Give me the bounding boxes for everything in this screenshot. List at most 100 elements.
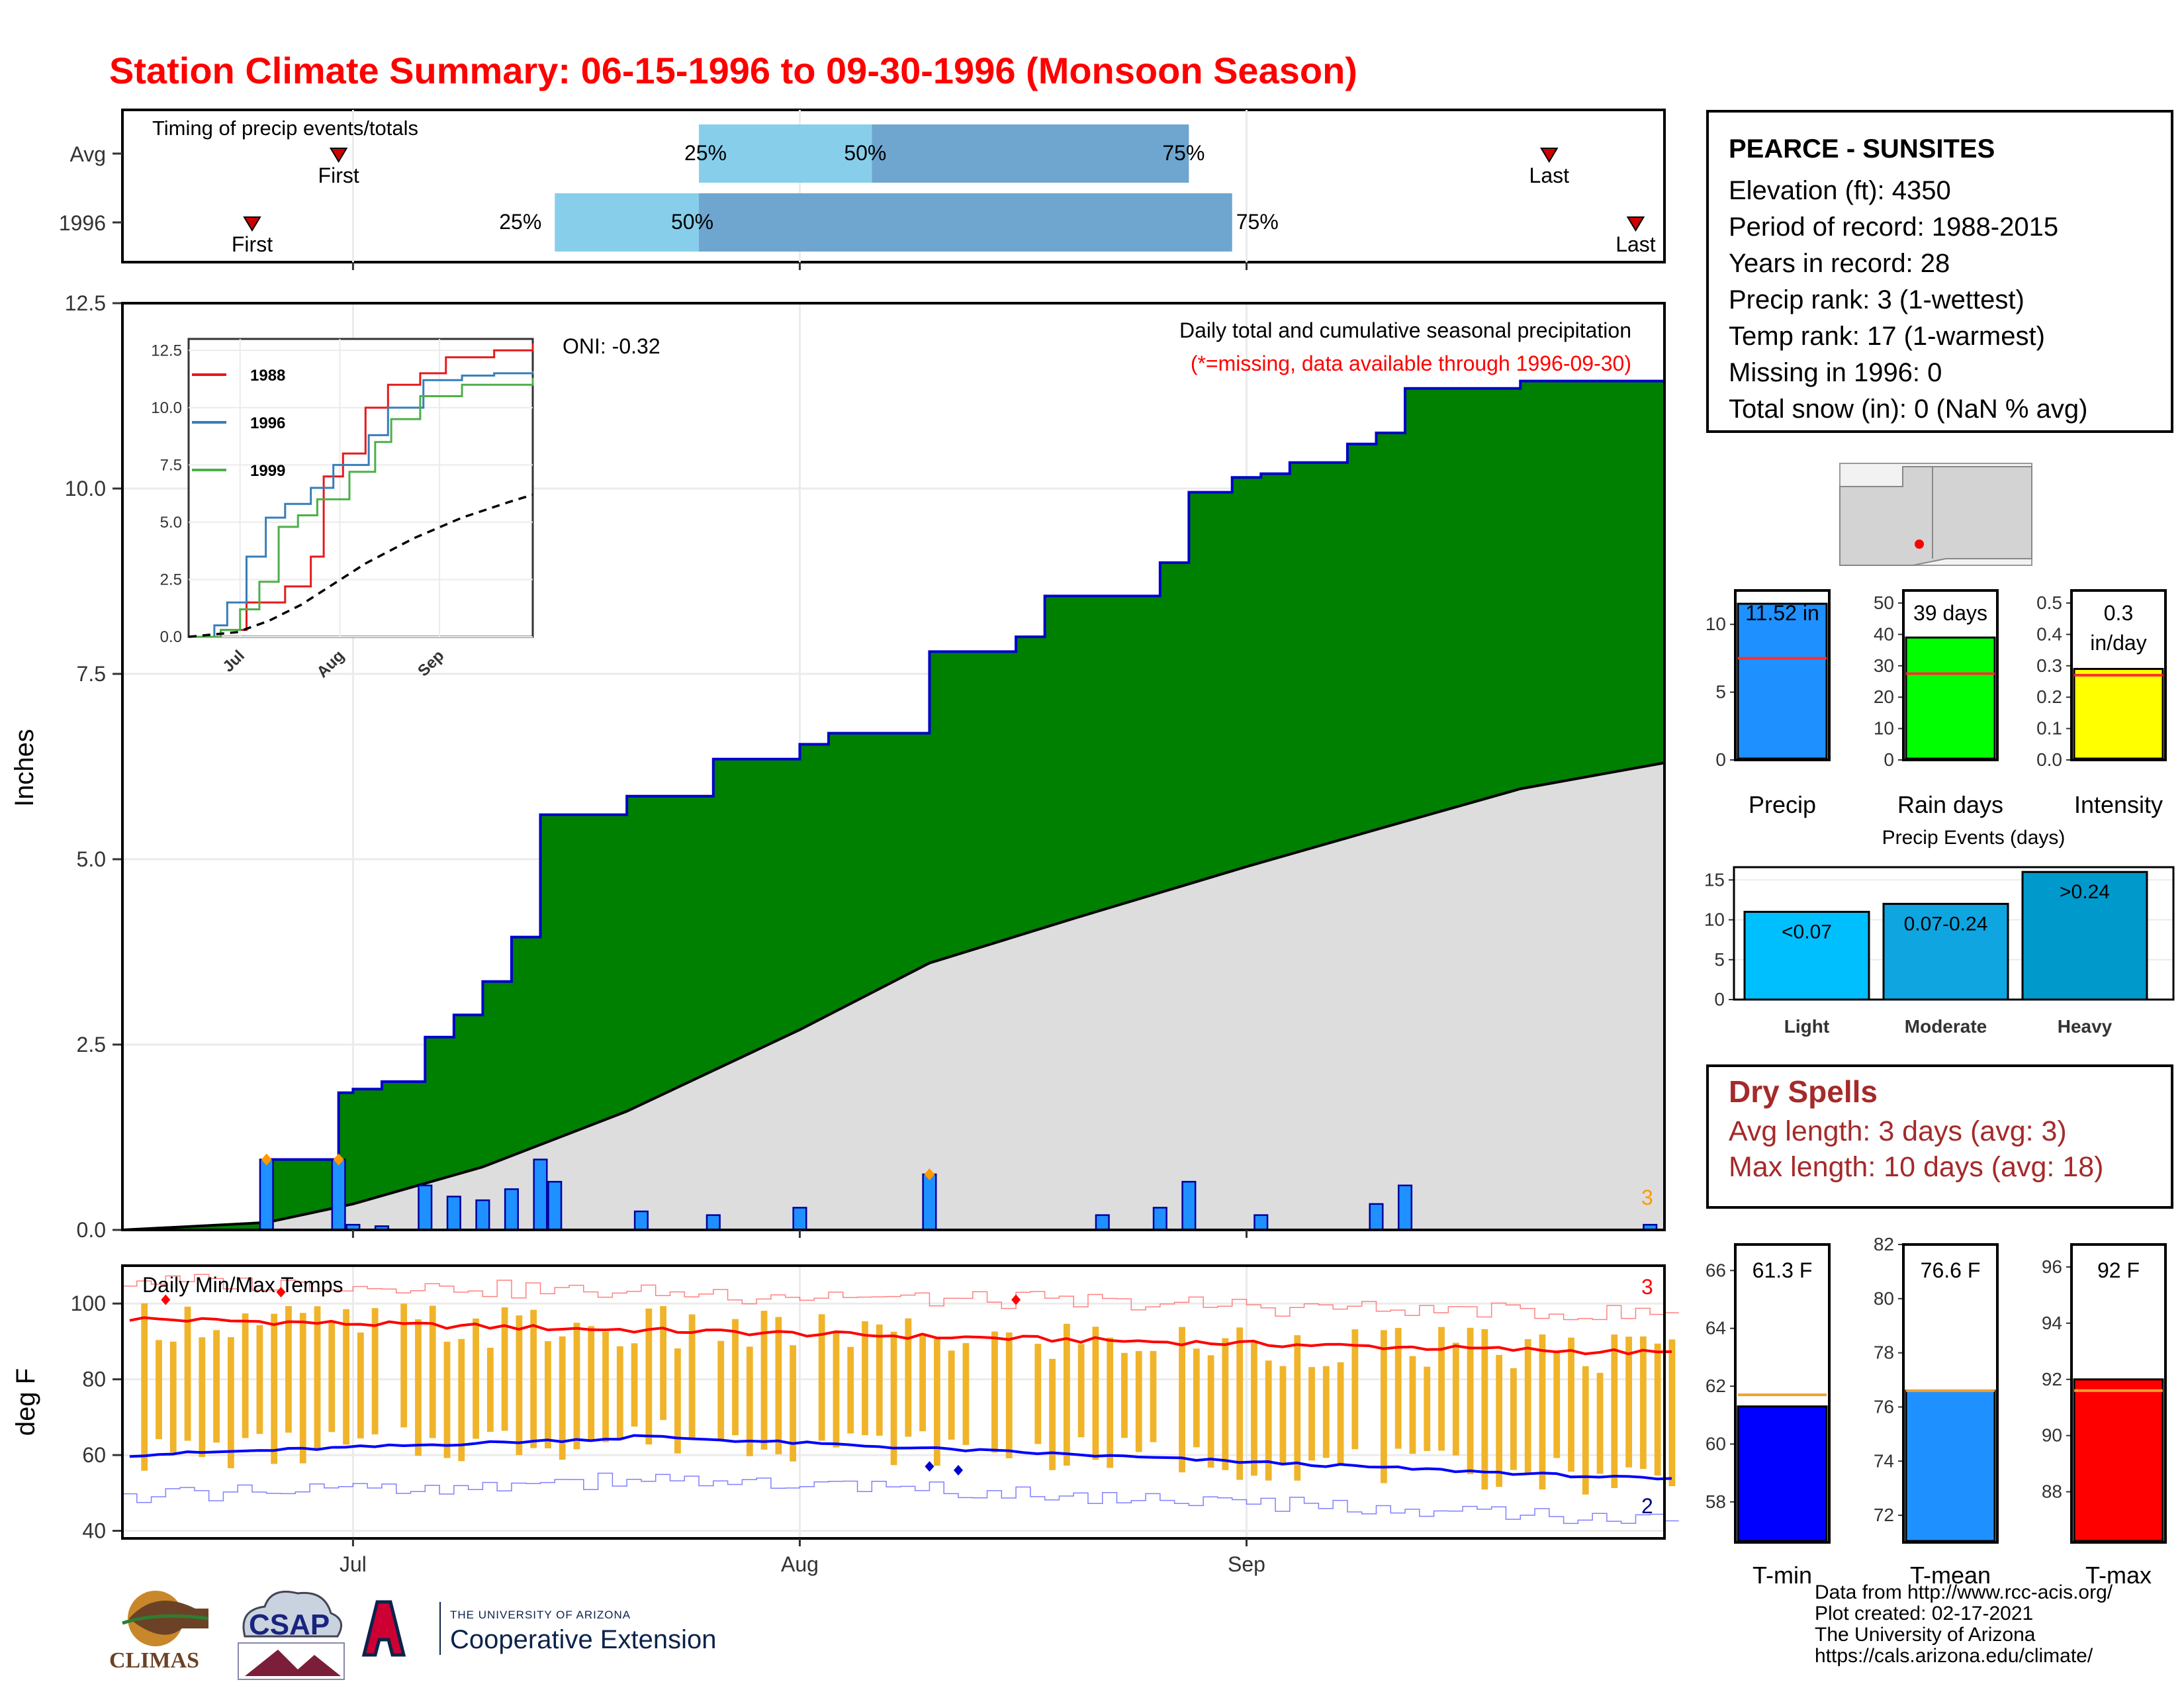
record-high-marker [276,1287,286,1298]
daily-temp-bar [242,1313,249,1438]
precip-total-tick-label: 10 [1706,614,1726,634]
temp-y-axis-label: deg F [11,1368,40,1436]
events-bar [1743,910,1870,1001]
tmax-tick-label: 88 [2042,1481,2062,1502]
daily-temp-bar [1452,1342,1459,1456]
precip-y-tick-label: 0.0 [77,1218,106,1242]
intensity-axis-label: Intensity [2074,791,2163,818]
events-tick-label: 0 [1714,989,1725,1009]
csap-text: CSAP [249,1609,330,1641]
precip-y-tick-label: 5.0 [77,847,106,871]
record-low-marker [925,1461,934,1472]
daily-temp-bar [1049,1358,1056,1470]
daily-temp-bar [271,1313,278,1464]
daily-temp-bar [1438,1327,1445,1451]
tmean-tick-label: 82 [1874,1234,1894,1254]
tmax-tick-label: 96 [2042,1256,2062,1277]
inset-y-tick-label: 7.5 [160,456,182,474]
station-line: Years in record: 28 [1729,249,1950,278]
x-tick-label: Aug [781,1552,819,1576]
inset-series-line [189,377,534,638]
daily-temp-bar [501,1307,508,1431]
temp-panel-title: Daily Min/Max Temps [142,1273,343,1297]
last-label: Last [1615,232,1656,256]
daily-temp-bar [1279,1366,1287,1465]
precip-y-tick-label: 2.5 [77,1033,106,1056]
events-bar [1882,902,2009,1001]
station-line: Elevation (ft): 4350 [1729,176,1951,205]
inset-legend-label: 1999 [250,462,285,480]
temp-y-tick-label: 60 [82,1443,106,1467]
station-line: Precip rank: 3 (1-wettest) [1729,285,2025,314]
intensity-tick-label: 0.1 [2036,718,2062,739]
intensity-tick-label: 0.5 [2036,592,2062,613]
daily-temp-bar [1308,1367,1315,1461]
x-tick-label: Jul [340,1552,367,1576]
intensity-tick-label: 0.3 [2036,655,2062,676]
daily-temp-bar [1077,1344,1085,1438]
events-category-label: Moderate [1905,1016,1987,1037]
daily-temp-bar [1135,1350,1142,1452]
daily-temp-bar [1467,1327,1474,1474]
daily-temp-bar [890,1331,897,1466]
daily-temp-bar [717,1340,725,1440]
first-label: First [318,164,359,187]
inset-y-tick-label: 10.0 [151,399,182,417]
intensity-tick-label: 0.2 [2036,686,2062,707]
daily-temp-bar [473,1318,479,1439]
daily-temp-bar [314,1306,321,1449]
daily-precip-bar [633,1210,649,1231]
daily-temp-bar [790,1345,797,1462]
daily-temp-bar [1236,1327,1244,1480]
daily-precip-bar [705,1214,721,1231]
daily-temp-bar [545,1341,551,1448]
timing-row-label: 1996 [59,211,106,235]
daily-temp-bar [991,1331,998,1453]
avg-min-line [129,1434,1672,1481]
tmin-value-bar [1737,1405,1828,1542]
daily-temp-bar [1179,1327,1185,1473]
daily-temp-bar [1337,1362,1344,1466]
daily-temp-bar [299,1313,306,1464]
daily-temp-bar [169,1341,177,1453]
daily-precip-bar [547,1180,563,1231]
inset-y-tick-label: 5.0 [160,514,182,532]
daily-temp-bar [1496,1354,1503,1487]
rain-days-tick-label: 50 [1874,592,1894,613]
daily-temp-bar [876,1324,883,1436]
daily-temp-bar [602,1331,609,1442]
tmin-tick-label: 64 [1706,1318,1726,1338]
daily-temp-bar [1294,1335,1301,1481]
oni-label: ONI: -0.32 [563,334,660,358]
events-title: Precip Events (days) [1882,827,2066,849]
rain-days-value-bar [1905,636,1996,760]
precip-y-axis-label: Inches [10,729,39,807]
daily-temp-bar [1381,1330,1387,1483]
avg-max-line [129,1316,1672,1356]
daily-temp-bar [1063,1323,1070,1466]
daily-temp-bar [818,1314,825,1441]
precip-annotation: Daily total and cumulative seasonal prec… [1179,318,1631,342]
events-bar-label: >0.24 [2060,881,2110,903]
record-low-marker [953,1465,963,1476]
daily-temp-bar [1222,1338,1229,1470]
intensity-tick-label: 0.4 [2036,624,2062,644]
tmax-tick-label: 94 [2042,1313,2062,1333]
first-marker [329,148,348,163]
dry-spells-box: Dry Spells Avg length: 3 days (avg: 3) M… [1706,1064,2173,1209]
daily-temp-bar [660,1306,667,1421]
ua-a-logo [361,1599,407,1658]
csap-logo: CSAP [232,1583,351,1683]
daily-temp-bar [1654,1343,1661,1476]
tmin-tick-label: 60 [1706,1433,1726,1454]
daily-temp-bar [1481,1329,1488,1490]
inset-y-tick-label: 2.5 [160,571,182,588]
precip-y-tick-label: 12.5 [65,291,106,315]
daily-temp-bar [1611,1334,1618,1488]
timing-q25-label: 25% [499,210,541,234]
daily-temp-bar [732,1319,739,1436]
daily-precip-bar [1152,1207,1167,1231]
tmean-tick-label: 80 [1874,1288,1894,1309]
cumulative-line-1996 [122,375,1666,1231]
x-tick-label: Sep [1228,1552,1265,1576]
